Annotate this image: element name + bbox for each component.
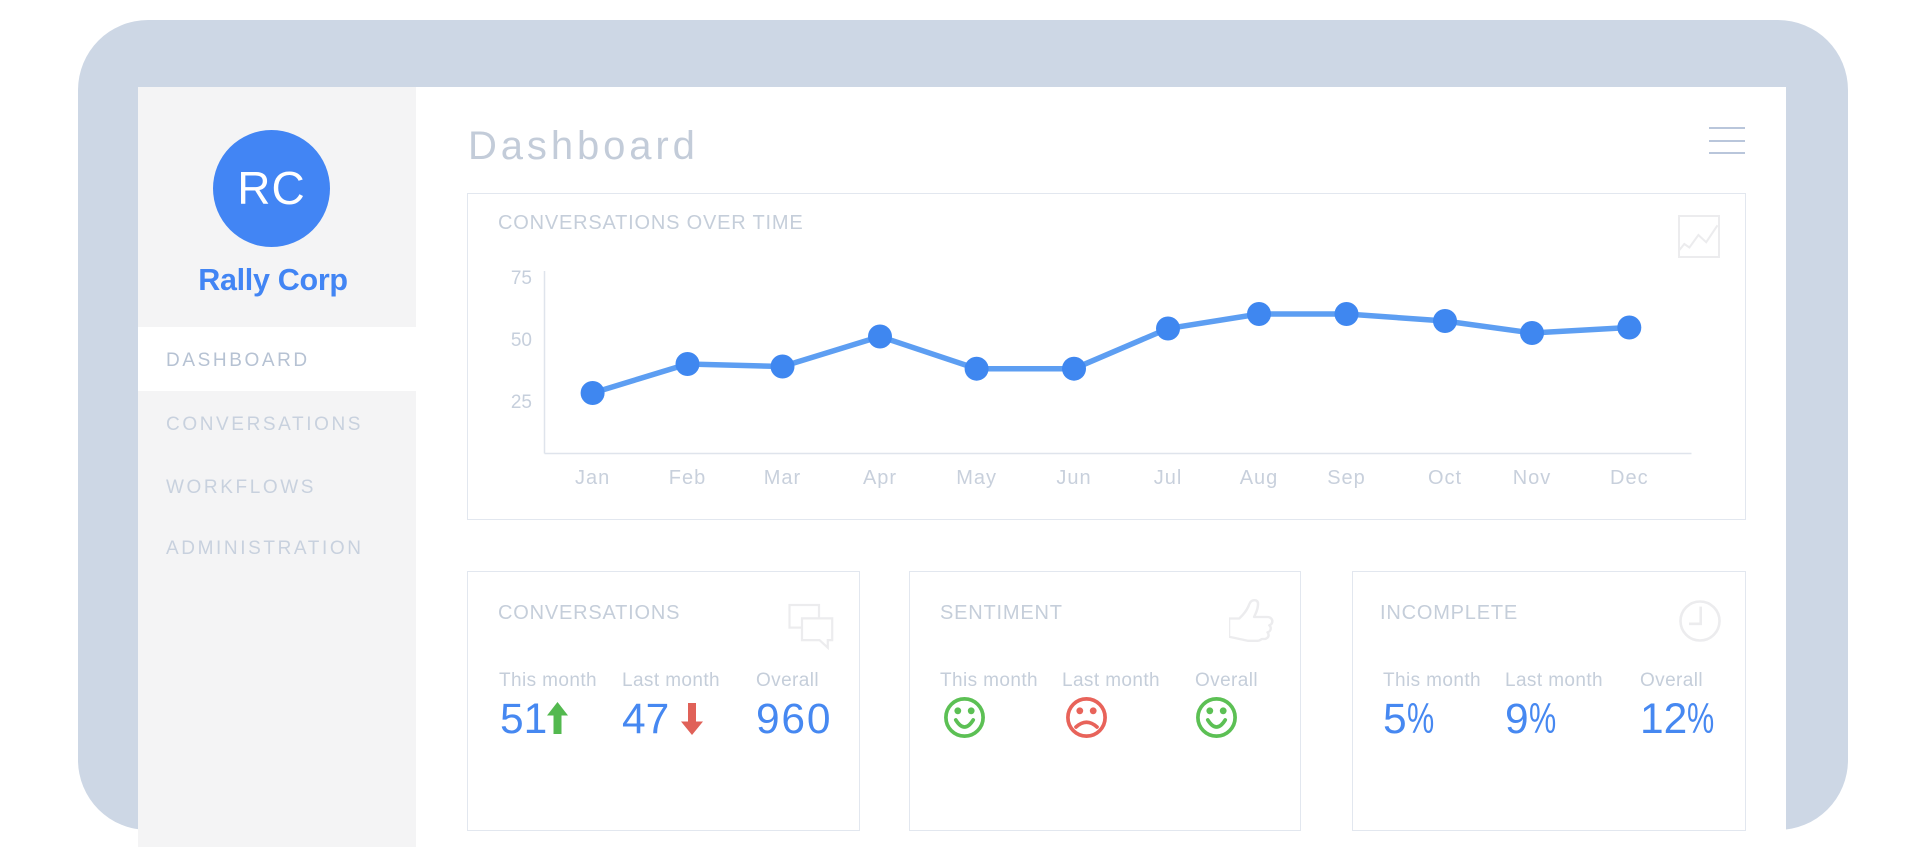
svg-text:25: 25 (511, 392, 532, 413)
svg-text:50: 50 (511, 330, 532, 351)
svg-text:Aug: Aug (1240, 467, 1279, 489)
svg-text:Oct: Oct (1428, 467, 1462, 489)
svg-text:Jan: Jan (575, 467, 610, 489)
svg-text:Sep: Sep (1327, 467, 1366, 489)
svg-text:Nov: Nov (1513, 467, 1552, 489)
svg-text:Dec: Dec (1610, 467, 1649, 489)
svg-text:May: May (956, 467, 997, 489)
svg-text:Apr: Apr (863, 467, 897, 489)
svg-text:Mar: Mar (764, 467, 801, 489)
svg-text:75: 75 (511, 268, 532, 289)
svg-text:Jul: Jul (1154, 467, 1183, 489)
svg-text:Jun: Jun (1056, 467, 1091, 489)
svg-text:Feb: Feb (669, 467, 706, 489)
